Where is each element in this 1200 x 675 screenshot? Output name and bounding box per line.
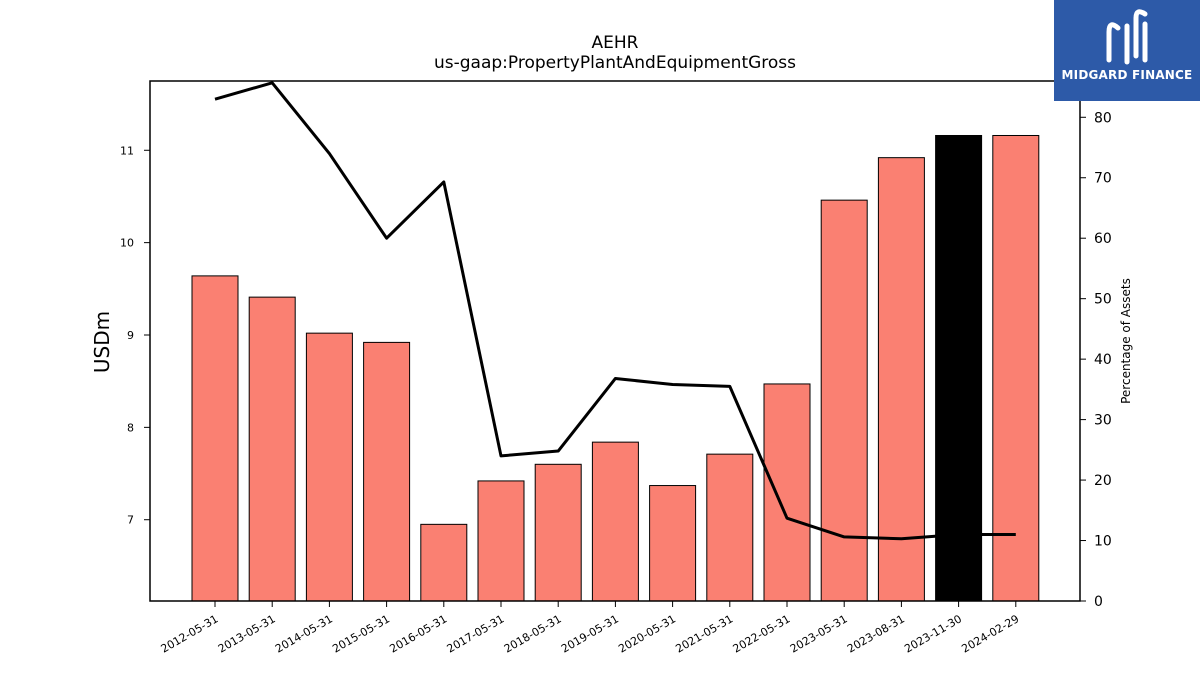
y2-tick-label: 80	[1094, 110, 1112, 126]
x-tick-label: 2019-05-31	[559, 612, 621, 655]
x-tick-label: 2021-05-31	[673, 612, 735, 655]
bar	[649, 485, 697, 602]
right-axis: 0 10 20 30 40 50 60 70 80	[1080, 110, 1112, 610]
y-tick-label: 9	[127, 329, 134, 342]
x-tick-label: 2015-05-31	[330, 612, 392, 655]
x-tick-label: 2017-05-31	[445, 612, 507, 655]
y-tick-label: 10	[120, 237, 134, 250]
x-tick-label: 2023-11-30	[902, 612, 964, 655]
x-tick-label: 2013-05-31	[216, 612, 278, 655]
y2-tick-label: 10	[1094, 534, 1112, 550]
bar	[763, 383, 811, 602]
left-axis: 7 8 9 10 11	[120, 144, 150, 527]
y-tick-label: 8	[127, 421, 134, 434]
percentage-line	[214, 81, 1016, 541]
x-tick-label: 2023-05-31	[788, 612, 850, 655]
bar	[534, 463, 582, 602]
y2-tick-label: 60	[1094, 231, 1112, 247]
y2-tick-label: 0	[1094, 594, 1103, 610]
bar	[305, 332, 353, 602]
bar	[591, 441, 639, 602]
bar	[420, 523, 468, 602]
line-series	[214, 81, 1016, 541]
brand-logo: MIDGARD FINANCE	[1054, 0, 1200, 101]
x-tick-label: 2022-05-31	[731, 612, 793, 655]
y-tick-label: 7	[127, 514, 134, 527]
x-tick-label: 2024-02-29	[959, 612, 1021, 655]
bar	[248, 296, 296, 602]
x-tick-label: 2014-05-31	[273, 612, 335, 655]
y2-tick-label: 50	[1094, 292, 1112, 308]
bar	[992, 134, 1040, 602]
x-tick-label: 2012-05-31	[159, 612, 221, 655]
bar	[935, 134, 983, 602]
y-axis-label: USDm	[90, 311, 114, 373]
y2-tick-label: 70	[1094, 171, 1112, 187]
x-tick-label: 2016-05-31	[387, 612, 449, 655]
x-axis: 2012-05-312013-05-312014-05-312015-05-31…	[159, 601, 1021, 656]
bar	[363, 341, 411, 602]
y2-tick-label: 30	[1094, 413, 1112, 429]
logo-mark-icon	[1106, 9, 1148, 65]
bar	[877, 157, 925, 602]
chart-subtitle: us-gaap:PropertyPlantAndEquipmentGross	[433, 53, 797, 73]
bar	[820, 199, 868, 602]
bar-series	[191, 134, 1040, 602]
bar	[191, 275, 239, 602]
y2-axis-label: Percentage of Assets	[1119, 278, 1133, 404]
chart-title: AEHR	[591, 33, 639, 53]
y2-tick-label: 20	[1094, 473, 1112, 489]
y2-tick-label: 40	[1094, 352, 1112, 368]
bar	[706, 453, 754, 602]
x-tick-label: 2020-05-31	[616, 612, 678, 655]
y-tick-label: 11	[120, 144, 134, 157]
bar	[477, 480, 525, 602]
x-tick-label: 2018-05-31	[502, 612, 564, 655]
logo-text: MIDGARD FINANCE	[1061, 68, 1193, 82]
x-tick-label: 2023-08-31	[845, 612, 907, 655]
